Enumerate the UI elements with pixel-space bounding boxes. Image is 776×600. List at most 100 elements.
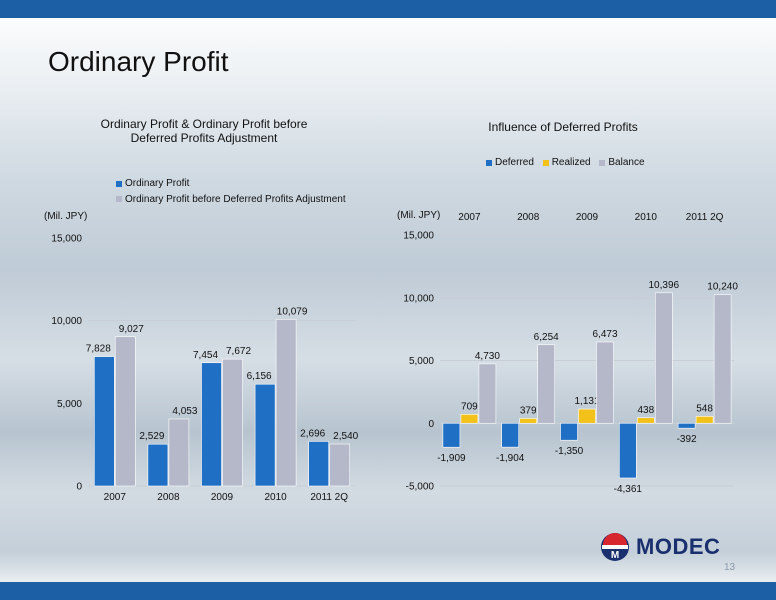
data-label: 10,396 [649,280,680,291]
data-label: 438 [637,405,654,416]
bar-ordinary-profit-before-deferred-profits-adjustment [222,358,243,487]
y-tick-label: -5,000 [406,482,435,493]
legend-item-ordinary-profit: Ordinary Profit [116,178,189,189]
legend-item-realized: Realized [542,157,591,168]
data-label: -1,350 [555,446,584,457]
x-tick-label: 2009 [576,212,599,223]
left-chart-legend: Ordinary Profit Ordinary Profit before D… [116,178,352,205]
data-label: 7,454 [193,350,218,361]
data-label: 2,696 [300,428,325,439]
y-tick-label: 5,000 [57,399,82,410]
legend-swatch-ordinary-profit-before [116,196,122,202]
data-label: 7,828 [86,344,111,355]
data-label: 379 [520,405,537,416]
bar-realized [519,418,538,424]
logo-wordmark: MODEC [636,534,721,559]
page-title: Ordinary Profit [48,46,229,77]
bar-balance [596,341,614,424]
x-tick-label: 2008 [517,212,540,223]
data-label: 6,254 [534,332,559,343]
data-label: -1,909 [437,453,466,464]
legend-label-deferred: Deferred [495,157,534,168]
data-label: 6,156 [247,371,272,382]
legend-item-ordinary-profit-before: Ordinary Profit before Deferred Profits … [116,194,346,205]
modec-logo-icon: M [601,533,629,561]
y-tick-label: 5,000 [409,356,434,367]
data-label: 709 [461,401,478,412]
bar-realized [636,417,655,424]
bar-ordinary-profit [147,443,169,487]
y-tick-label: 0 [76,482,82,493]
data-label: 9,027 [119,324,144,335]
bar-ordinary-profit [201,362,222,487]
bar-balance [478,363,497,424]
data-label: 10,079 [277,306,308,317]
bar-realized [460,414,479,424]
legend-item-balance: Balance [599,157,645,168]
bar-realized [578,408,596,424]
x-tick-label: 2007 [458,212,481,223]
right-chart-legend: Deferred Realized Balance [486,157,651,169]
bar-ordinary-profit-before-deferred-profits-adjustment [329,443,351,487]
bar-ordinary-profit [308,441,330,487]
bar-deferred [677,422,696,429]
data-label: -1,904 [496,453,525,464]
bottom-band [0,582,776,600]
page-number: 13 [724,562,736,573]
bar-ordinary-profit [254,383,276,487]
legend-label-realized: Realized [551,157,591,168]
data-label: -4,361 [614,484,643,495]
data-label: 10,240 [707,282,738,293]
data-label: 2,540 [333,431,358,442]
bar-ordinary-profit [94,356,115,487]
bar-deferred [501,422,520,448]
bar-balance [537,344,556,424]
legend-swatch-balance [599,159,606,166]
left-chart-title: Ordinary Profit & Ordinary Profit before… [78,117,330,145]
right-chart-title: Influence of Deferred Profits [488,120,638,134]
bar-deferred [442,422,461,448]
modec-logo: M MODEC [600,532,720,562]
data-label: 548 [696,403,713,414]
bar-ordinary-profit-before-deferred-profits-adjustment [115,336,136,487]
data-label: 4,053 [172,406,197,417]
bar-ordinary-profit-before-deferred-profits-adjustment [168,418,190,487]
legend-label-ordinary-profit: Ordinary Profit [125,178,190,189]
bar-realized [695,416,714,424]
bar-deferred [560,422,578,441]
legend-swatch-ordinary-profit [116,180,122,187]
data-label: 7,672 [226,346,251,357]
left-unit-label: (Mil. JPY) [44,211,88,222]
x-tick-label: 2010 [635,212,658,223]
x-tick-label: 2008 [157,492,180,503]
legend-label-balance: Balance [608,157,645,168]
legend-item-deferred: Deferred [486,157,534,168]
legend-swatch-realized [542,159,549,166]
legend-label-ordinary-profit-before: Ordinary Profit before Deferred Profits … [125,193,346,205]
bar-balance [713,294,732,424]
y-tick-label: 10,000 [403,293,434,304]
data-label: 2,529 [139,431,164,442]
y-tick-label: 10,000 [51,316,82,327]
bar-deferred [618,422,637,479]
left-chart-title-line-2: Deferred Profits Adjustment [130,131,278,145]
x-tick-label: 2009 [211,492,234,503]
y-tick-label: 0 [428,419,434,430]
legend-swatch-deferred [486,159,492,166]
right-unit-label: (Mil. JPY) [397,210,441,221]
bar-ordinary-profit-before-deferred-profits-adjustment [275,319,297,487]
svg-text:M: M [611,550,619,561]
y-tick-label: 15,000 [51,234,82,245]
x-tick-label: 2011 2Q [310,492,348,503]
data-label: -392 [677,434,697,445]
top-band [0,0,776,18]
x-tick-label: 2011 2Q [686,212,724,223]
left-chart-title-line-1: Ordinary Profit & Ordinary Profit before [100,117,308,131]
bar-balance [654,292,673,424]
data-label: 1,131 [574,396,599,407]
x-tick-label: 2010 [264,492,287,503]
data-label: 4,730 [475,351,500,362]
